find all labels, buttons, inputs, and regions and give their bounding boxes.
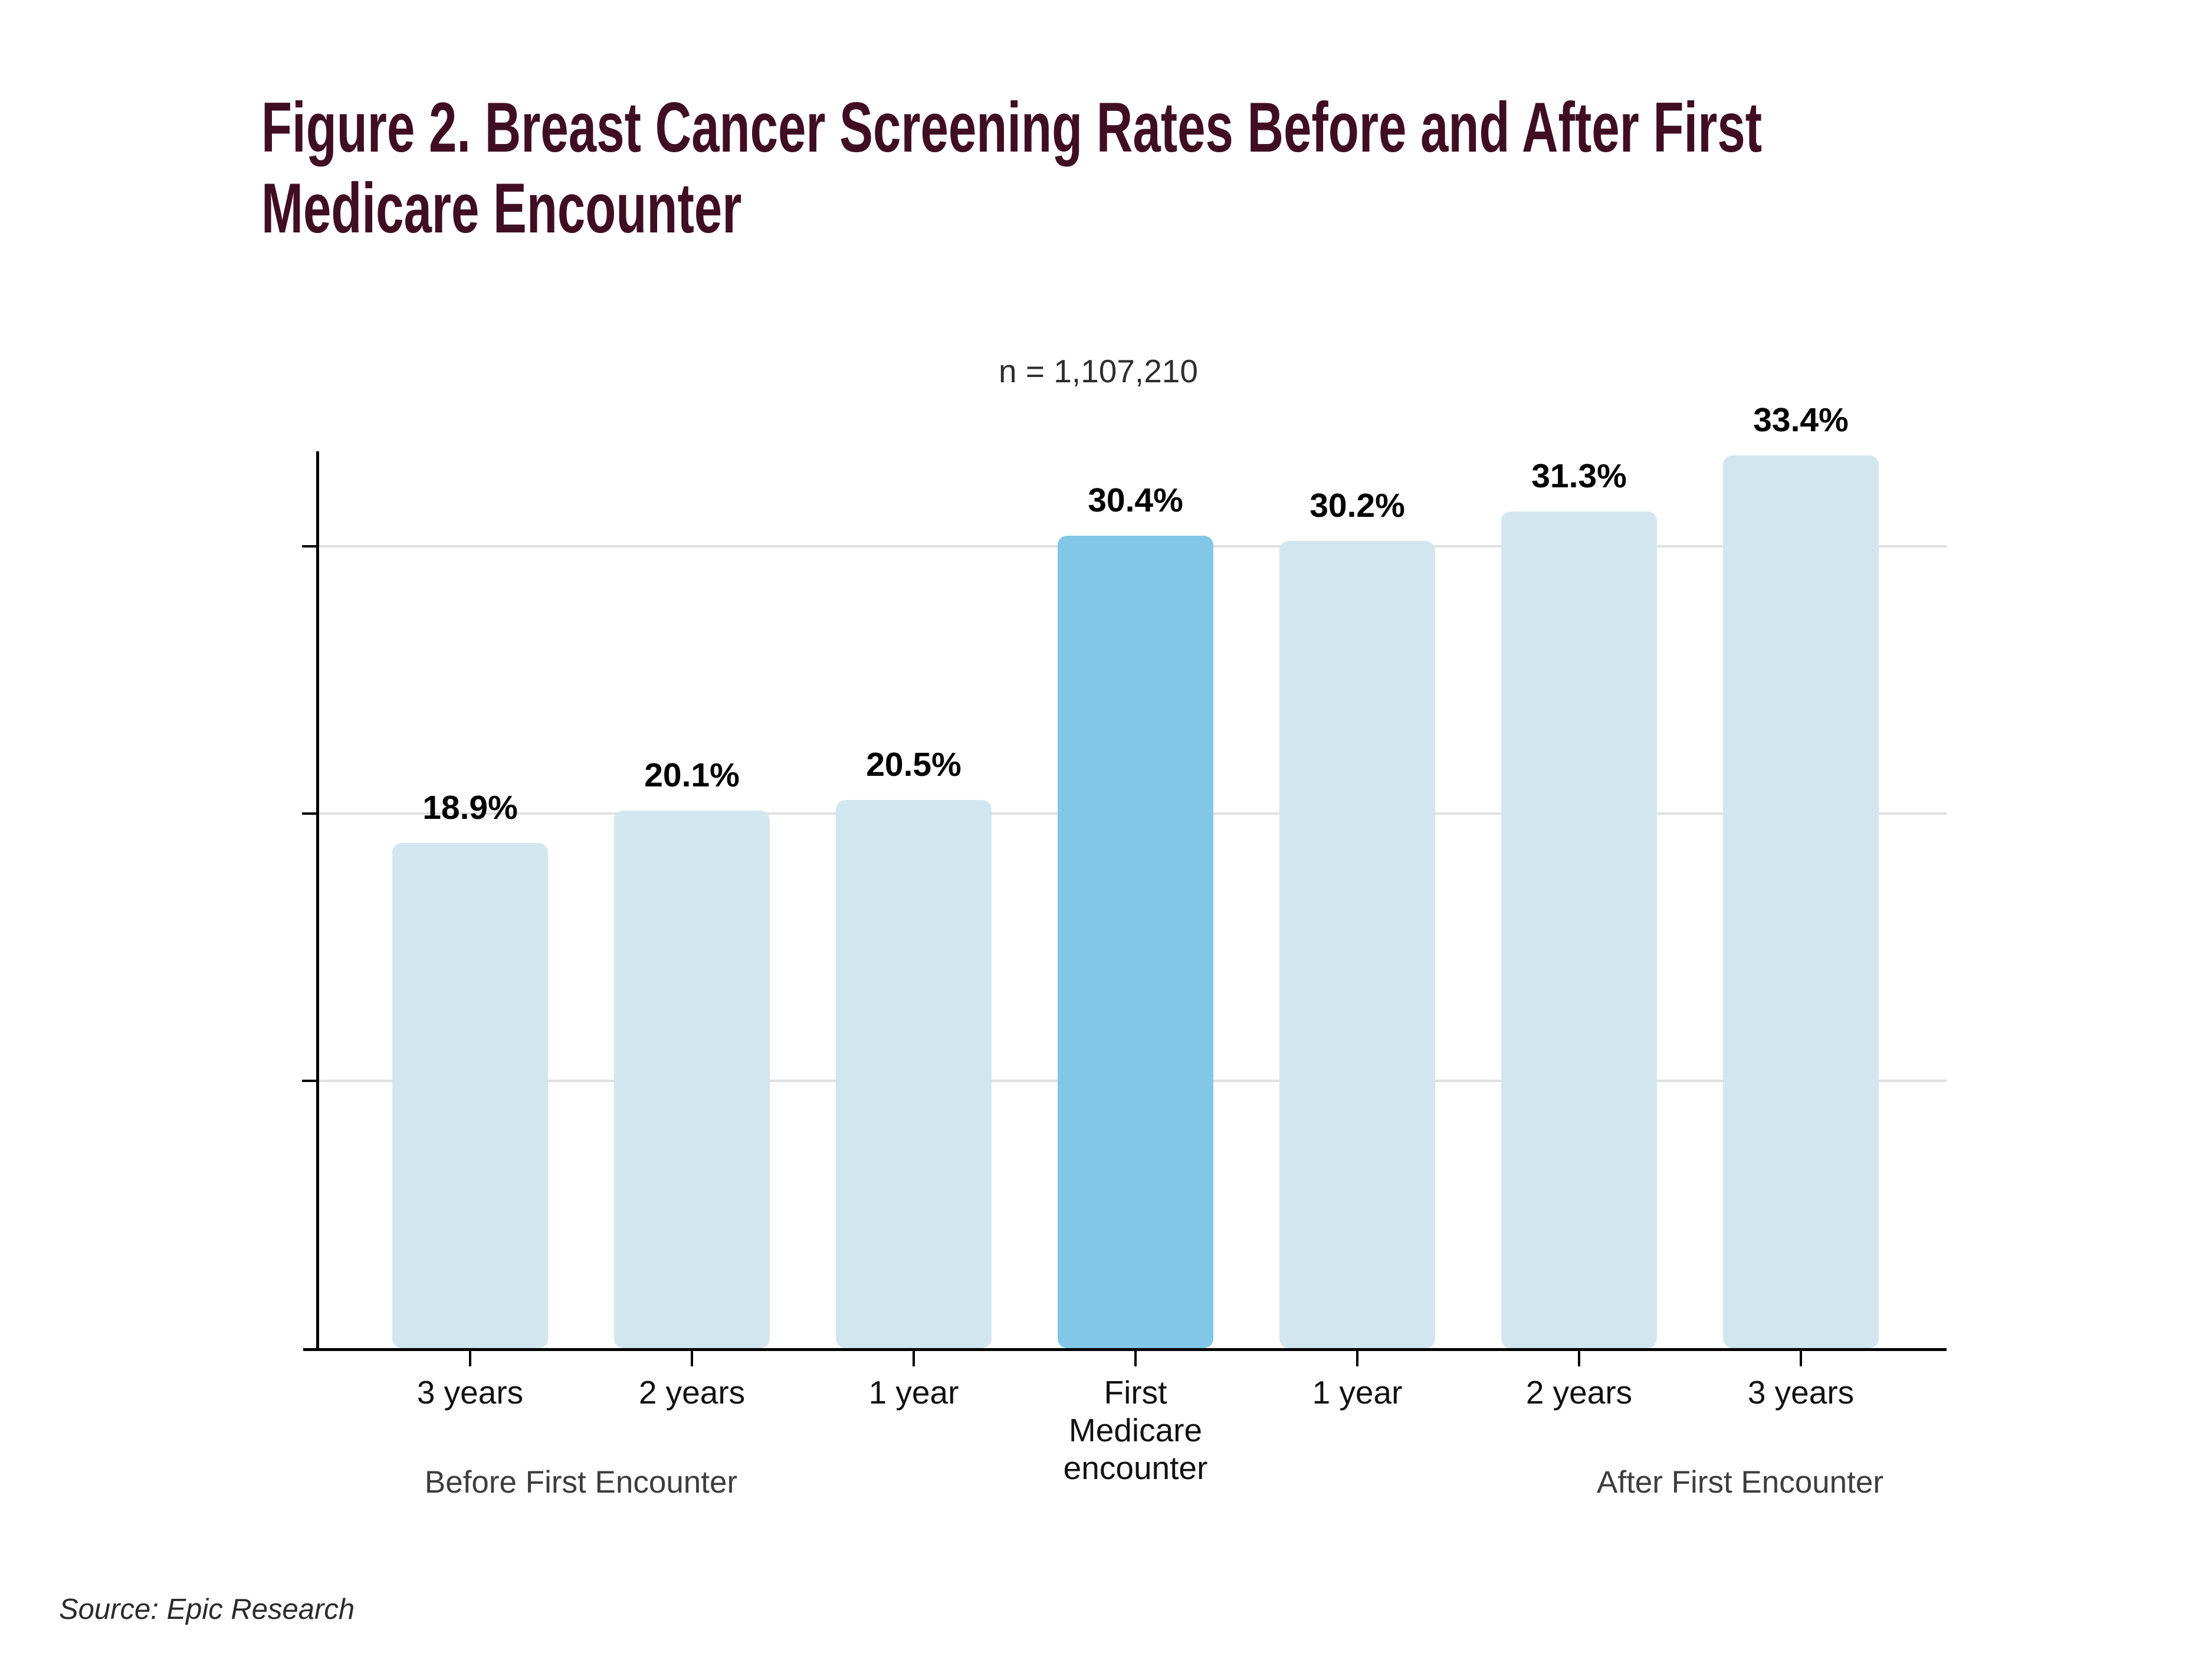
category-label: 2 years	[1525, 1374, 1633, 1411]
bar-1-year	[1279, 540, 1435, 1348]
group-label-after: After First Encounter	[1596, 1465, 1884, 1500]
bar-value-label: 33.4%	[1753, 401, 1849, 439]
group-label-before: Before First Encounter	[424, 1465, 738, 1500]
x-axis-tick	[1134, 1351, 1137, 1366]
x-axis-tick	[691, 1351, 693, 1366]
x-axis-line	[303, 1348, 1947, 1351]
category-label: 3 years	[416, 1374, 524, 1411]
bar-value-label: 18.9%	[422, 788, 518, 827]
x-axis-tick	[1356, 1351, 1358, 1366]
x-axis-tick	[1800, 1351, 1802, 1366]
bar-first-medicare-encounter	[1058, 535, 1213, 1348]
bar-value-label: 30.4%	[1088, 481, 1183, 519]
bar-2-years	[1501, 512, 1657, 1348]
y-axis-tick-30pct	[302, 545, 317, 547]
bar-value-label: 20.5%	[866, 746, 961, 784]
category-label: First Medicare encounter	[1063, 1374, 1208, 1486]
bar-value-label: 20.1%	[644, 756, 740, 795]
bar-value-label: 30.2%	[1310, 486, 1405, 524]
category-label: 2 years	[638, 1374, 746, 1411]
bar-3-years	[1723, 455, 1879, 1348]
category-label: 3 years	[1747, 1374, 1855, 1411]
sample-size-annotation: n = 1,107,210	[999, 353, 1198, 389]
y-axis-tick-20pct	[302, 812, 317, 815]
y-axis-line	[316, 451, 319, 1351]
page-title-line2: Medicare Encounter	[261, 169, 742, 248]
bar-3-years	[392, 842, 548, 1348]
page-title-line1: Figure 2. Breast Cancer Screening Rates …	[261, 88, 1763, 167]
bar-value-label: 31.3%	[1531, 457, 1627, 496]
source-note: Source: Epic Research	[59, 1594, 355, 1625]
bar-1-year	[836, 800, 992, 1348]
y-axis-tick-10pct	[302, 1080, 317, 1082]
x-axis-tick	[469, 1351, 471, 1366]
category-label: 1 year	[868, 1374, 959, 1411]
page-title: Figure 2. Breast Cancer Screening Rates …	[261, 87, 1762, 249]
x-axis-tick	[1578, 1351, 1580, 1366]
category-label: 1 year	[1312, 1374, 1403, 1411]
bar-2-years	[614, 811, 770, 1348]
x-axis-tick	[913, 1351, 915, 1366]
